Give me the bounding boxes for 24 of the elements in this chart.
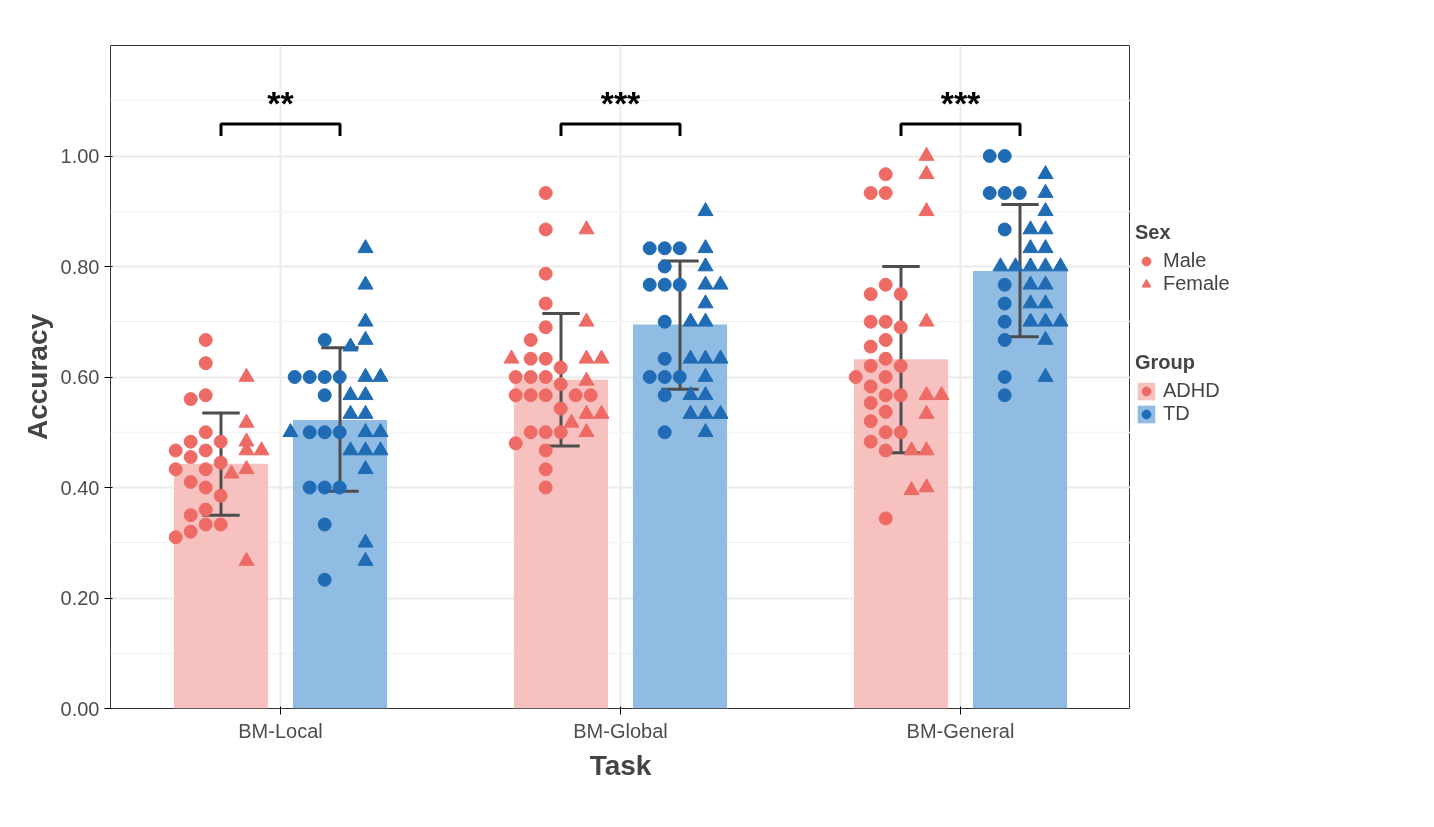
annotation: ***	[940, 84, 982, 123]
legend-label: TD	[1163, 402, 1190, 425]
y-tick-label: 0.00	[60, 697, 100, 720]
bar	[972, 270, 1068, 709]
y-tick-label: 1.00	[60, 145, 100, 167]
y-tick-label: 0.60	[60, 366, 100, 388]
legend-label: Female	[1163, 272, 1230, 295]
y-tick-label: 0.80	[60, 255, 100, 278]
bar	[292, 420, 388, 709]
bar	[632, 324, 728, 709]
text: Sex	[1135, 221, 1171, 243]
legend-label: ADHD	[1163, 379, 1220, 402]
y-tick-label: 0.40	[60, 476, 100, 499]
annotation: **	[267, 84, 295, 123]
y-tick-label: 0.20	[60, 587, 100, 609]
bar	[513, 379, 609, 709]
x-tick-label: BM-Global	[573, 719, 668, 742]
x-tick-label: BM-Local	[238, 719, 323, 742]
legend-label: Male	[1163, 249, 1207, 272]
y-axis-title: Accuracy	[21, 313, 53, 441]
annotation: ***	[600, 84, 642, 123]
text: Group	[1135, 351, 1195, 373]
x-axis-title: Task	[589, 749, 652, 781]
x-tick-label: BM-General	[906, 719, 1015, 742]
